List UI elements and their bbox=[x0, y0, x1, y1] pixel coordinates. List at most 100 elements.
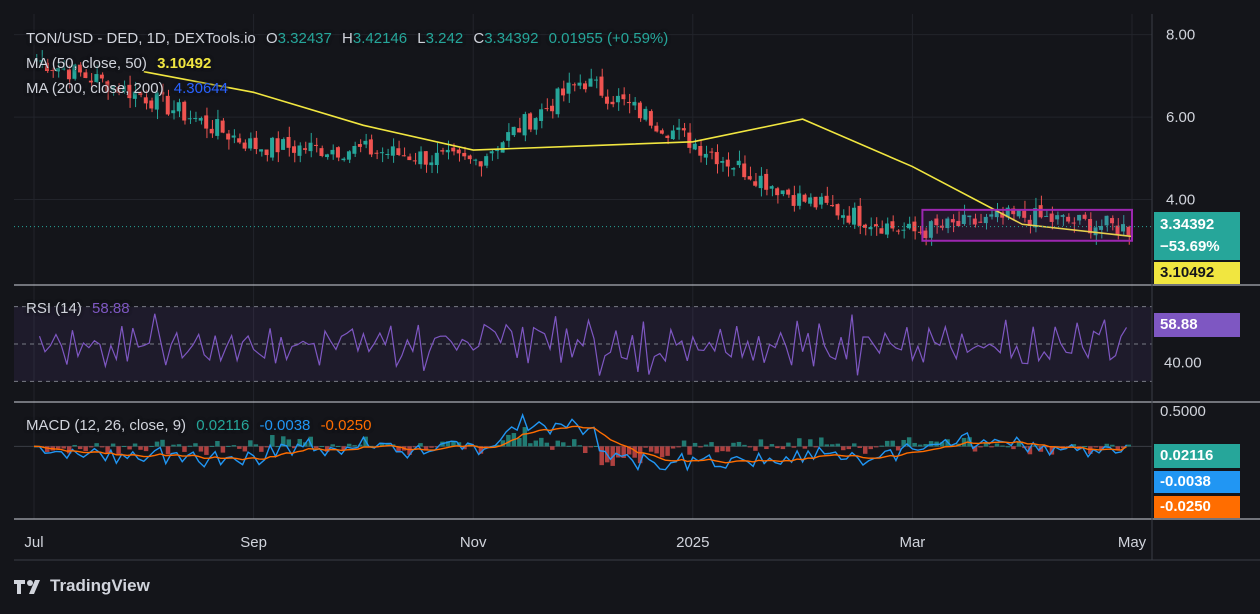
candle-body bbox=[237, 138, 242, 143]
macd-histogram-bar bbox=[769, 444, 775, 447]
candle-body bbox=[451, 147, 456, 152]
macd-histogram-bar bbox=[253, 444, 259, 447]
candle-body bbox=[253, 137, 258, 150]
tradingview-logo[interactable]: TradingView bbox=[14, 576, 150, 596]
macd-histogram-bar bbox=[687, 446, 692, 455]
macd-histogram-bar bbox=[110, 443, 116, 447]
candle-body bbox=[94, 74, 99, 83]
candle-body bbox=[412, 160, 417, 162]
candle-body bbox=[171, 110, 176, 114]
macd-histogram-bar bbox=[566, 445, 572, 447]
macd-value: 0.02116 bbox=[196, 417, 250, 434]
candle-body bbox=[116, 86, 121, 93]
candle-body bbox=[637, 102, 642, 119]
macd-histogram-bar bbox=[753, 446, 758, 451]
candle-body bbox=[550, 105, 555, 112]
rsi-badge: 58.88 bbox=[1154, 313, 1240, 337]
macd-histogram-bar bbox=[220, 446, 226, 453]
macd-histogram-bar bbox=[852, 443, 857, 447]
macd-histogram-bar bbox=[742, 444, 747, 447]
macd-histogram-bar bbox=[637, 446, 643, 464]
macd-histogram-bar bbox=[577, 445, 582, 447]
candle-body bbox=[308, 142, 313, 152]
candle-body bbox=[731, 168, 736, 170]
change-value: 0.01955 (+0.59%) bbox=[548, 30, 669, 47]
symbol-title: TON/USD - DED, 1D, DEXTools.io bbox=[26, 30, 256, 47]
candle-body bbox=[786, 189, 791, 195]
macd-histogram-bar bbox=[99, 446, 105, 448]
ma50-legend: MA (50, close, 50) 3.10492 bbox=[26, 55, 217, 72]
candle-body bbox=[588, 78, 593, 87]
macd-histogram-bar bbox=[429, 446, 434, 448]
macd-histogram-bar bbox=[396, 446, 401, 452]
candle-body bbox=[473, 159, 478, 161]
candle-body bbox=[1033, 208, 1038, 228]
candle-body bbox=[204, 115, 209, 129]
candle-body bbox=[1121, 224, 1126, 232]
candle-body bbox=[862, 224, 867, 228]
macd-histogram-bar bbox=[972, 446, 978, 452]
candle-body bbox=[423, 151, 428, 165]
candle-body bbox=[270, 137, 275, 158]
candle-body bbox=[566, 82, 571, 94]
candle-body bbox=[1038, 205, 1043, 218]
macd-histogram-bar bbox=[132, 443, 138, 447]
candle-body bbox=[1049, 213, 1054, 222]
candle-body bbox=[654, 125, 659, 132]
candle-body bbox=[341, 158, 346, 161]
candle-body bbox=[780, 190, 785, 195]
candle-body bbox=[1071, 222, 1076, 224]
ohlc-legend: TON/USD - DED, 1D, DEXTools.io O3.32437 … bbox=[26, 30, 669, 47]
candle-body bbox=[890, 221, 895, 229]
macd-histogram-bar bbox=[819, 437, 824, 447]
candle-body bbox=[522, 114, 527, 136]
candle-body bbox=[945, 218, 950, 229]
candle-body bbox=[110, 85, 115, 91]
candle-body bbox=[1055, 215, 1060, 220]
macd-histogram-bar bbox=[478, 446, 484, 454]
candle-body bbox=[132, 91, 137, 99]
candle-body bbox=[154, 92, 159, 110]
candle-body bbox=[1022, 210, 1027, 218]
candle-body bbox=[1066, 216, 1071, 222]
macd-histogram-bar bbox=[528, 443, 533, 447]
candle-body bbox=[385, 153, 390, 155]
macd-histogram-bar bbox=[714, 446, 720, 453]
candle-body bbox=[599, 76, 604, 96]
candle-body bbox=[215, 119, 220, 136]
macd-histogram-bar bbox=[923, 443, 928, 447]
candle-body bbox=[1126, 226, 1131, 236]
candle-body bbox=[917, 231, 922, 233]
candle-body bbox=[149, 100, 154, 109]
candle-body bbox=[396, 148, 401, 155]
candle-body bbox=[797, 193, 802, 206]
macd-histogram-bar bbox=[154, 441, 160, 447]
macd-histogram-bar bbox=[270, 435, 275, 447]
price-pane[interactable] bbox=[14, 50, 1152, 246]
macd-histogram-bar bbox=[1016, 441, 1022, 447]
candle-body bbox=[703, 153, 708, 158]
macd-histogram-bar bbox=[808, 439, 813, 447]
macd-histogram-bar bbox=[1126, 444, 1131, 447]
candle-body bbox=[242, 142, 247, 149]
macd-histogram-bar bbox=[1093, 446, 1099, 448]
macd-histogram-bar bbox=[160, 439, 165, 447]
rsi-pane[interactable] bbox=[14, 306, 1152, 382]
macd-histogram-bar bbox=[621, 446, 626, 458]
macd-histogram-bar bbox=[127, 446, 132, 450]
macd-histogram-bar bbox=[615, 446, 621, 458]
candle-body bbox=[758, 175, 763, 189]
macd-pane[interactable] bbox=[14, 412, 1152, 472]
candle-body bbox=[533, 118, 538, 130]
candle-body bbox=[193, 118, 198, 120]
macd-histogram-bar bbox=[895, 446, 901, 451]
brand-name: TradingView bbox=[50, 576, 150, 595]
macd-histogram-bar bbox=[539, 437, 544, 447]
candle-body bbox=[478, 161, 483, 167]
macd-histogram-bar bbox=[341, 446, 346, 451]
macd-histogram-bar bbox=[561, 442, 566, 447]
candle-body bbox=[467, 155, 472, 160]
candle-body bbox=[983, 216, 988, 224]
macd-histogram-bar bbox=[989, 446, 994, 448]
candle-body bbox=[725, 159, 730, 167]
